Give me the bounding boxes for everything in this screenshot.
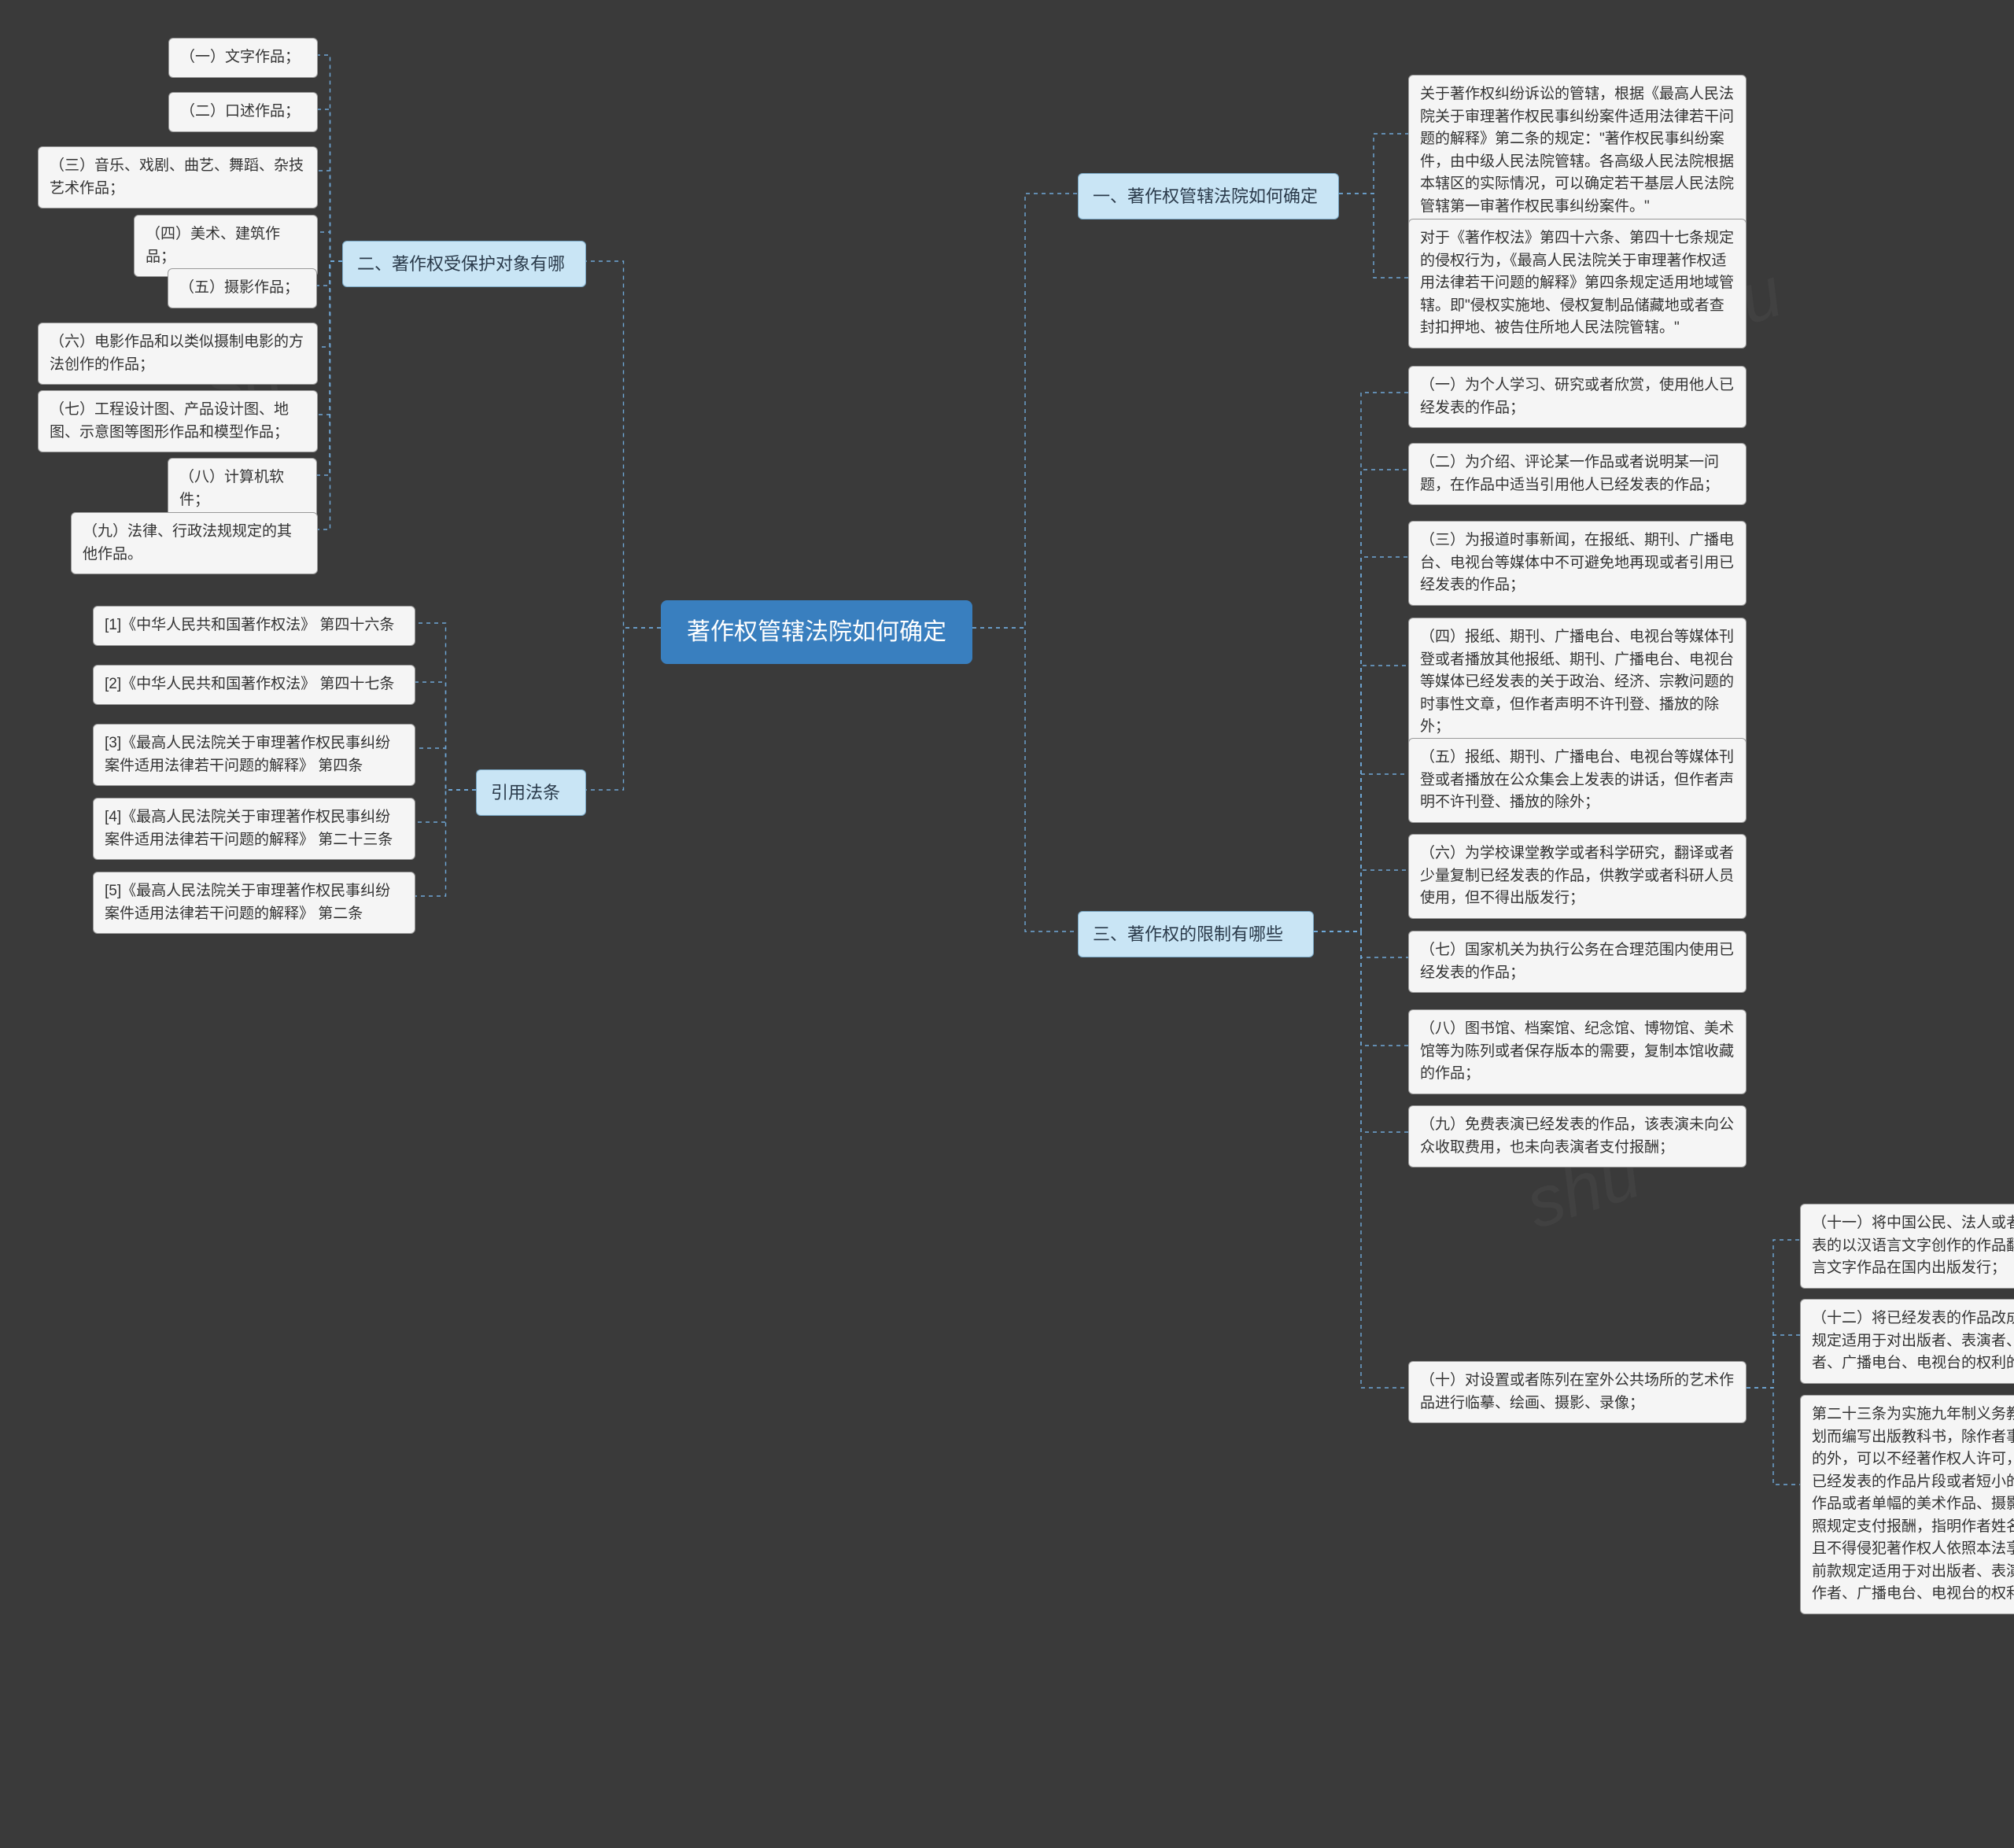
branch-node: 二、著作权受保护对象有哪	[342, 241, 586, 287]
leaf-node: （八）图书馆、档案馆、纪念馆、博物馆、美术馆等为陈列或者保存版本的需要，复制本馆…	[1408, 1009, 1747, 1094]
leaf-node: 关于著作权纠纷诉讼的管辖，根据《最高人民法院关于审理著作权民事纠纷案件适用法律若…	[1408, 75, 1747, 227]
leaf-node: [5]《最高人民法院关于审理著作权民事纠纷案件适用法律若干问题的解释》 第二条	[93, 872, 415, 934]
leaf-node: （九）免费表演已经发表的作品，该表演未向公众收取费用，也未向表演者支付报酬；	[1408, 1105, 1747, 1167]
leaf-node: （一）为个人学习、研究或者欣赏，使用他人已经发表的作品；	[1408, 366, 1747, 428]
leaf-node: （一）文字作品；	[168, 38, 318, 78]
leaf-node: （五）摄影作品；	[168, 268, 317, 308]
mindmap-canvas: shushushu著作权管辖法院如何确定一、著作权管辖法院如何确定关于著作权纠纷…	[0, 0, 2014, 1848]
leaf-node: [1]《中华人民共和国著作权法》 第四十六条	[93, 606, 415, 646]
leaf-node: （二）口述作品；	[168, 92, 318, 132]
branch-node: 一、著作权管辖法院如何确定	[1078, 173, 1339, 219]
leaf-node: （七）国家机关为执行公务在合理范围内使用已经发表的作品；	[1408, 931, 1747, 993]
leaf-node: （三）音乐、戏剧、曲艺、舞蹈、杂技艺术作品；	[38, 146, 318, 208]
branch-node: 三、著作权的限制有哪些	[1078, 911, 1314, 957]
leaf-node: （三）为报道时事新闻，在报纸、期刊、广播电台、电视台等媒体中不可避免地再现或者引…	[1408, 521, 1747, 606]
leaf-node: （九）法律、行政法规规定的其他作品。	[71, 512, 318, 574]
leaf-node: 对于《著作权法》第四十六条、第四十七条规定的侵权行为，《最高人民法院关于审理著作…	[1408, 219, 1747, 349]
leaf-node: （五）报纸、期刊、广播电台、电视台等媒体刊登或者播放在公众集会上发表的讲话，但作…	[1408, 738, 1747, 823]
leaf-node: （四）报纸、期刊、广播电台、电视台等媒体刊登或者播放其他报纸、期刊、广播电台、电…	[1408, 618, 1747, 747]
leaf-node: （十二）将已经发表的作品改成盲文出版。前款规定适用于对出版者、表演者、录音录像制…	[1800, 1299, 2014, 1384]
leaf-node: （八）计算机软件；	[168, 458, 317, 520]
leaf-node: （十）对设置或者陈列在室外公共场所的艺术作品进行临摹、绘画、摄影、录像；	[1408, 1361, 1747, 1423]
leaf-node: [2]《中华人民共和国著作权法》 第四十七条	[93, 665, 415, 705]
leaf-node: （六）电影作品和以类似摄制电影的方法创作的作品；	[38, 323, 318, 385]
leaf-node: （七）工程设计图、产品设计图、地图、示意图等图形作品和模型作品；	[38, 390, 318, 452]
root-node: 著作权管辖法院如何确定	[661, 600, 972, 664]
leaf-node: [4]《最高人民法院关于审理著作权民事纠纷案件适用法律若干问题的解释》 第二十三…	[93, 798, 415, 860]
leaf-node: 第二十三条为实施九年制义务教育和国家教育规划而编写出版教科书，除作者事先声明不许…	[1800, 1395, 2014, 1614]
leaf-node: （六）为学校课堂教学或者科学研究，翻译或者少量复制已经发表的作品，供教学或者科研…	[1408, 834, 1747, 919]
leaf-node: （十一）将中国公民、法人或者其他组织已经发表的以汉语言文字创作的作品翻译成少数民…	[1800, 1204, 2014, 1289]
leaf-node: （二）为介绍、评论某一作品或者说明某一问题，在作品中适当引用他人已经发表的作品；	[1408, 443, 1747, 505]
leaf-node: [3]《最高人民法院关于审理著作权民事纠纷案件适用法律若干问题的解释》 第四条	[93, 724, 415, 786]
branch-node: 引用法条	[476, 769, 586, 816]
